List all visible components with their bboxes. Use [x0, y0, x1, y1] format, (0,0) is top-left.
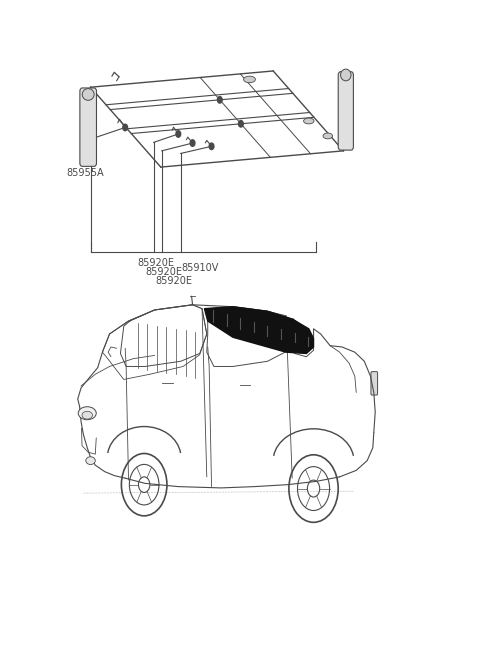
Circle shape	[176, 131, 180, 137]
Ellipse shape	[341, 69, 351, 81]
Ellipse shape	[78, 407, 96, 420]
FancyBboxPatch shape	[80, 88, 96, 166]
Polygon shape	[204, 307, 313, 354]
Circle shape	[123, 124, 128, 131]
Ellipse shape	[86, 457, 96, 464]
Circle shape	[239, 121, 243, 127]
Circle shape	[190, 140, 195, 146]
Circle shape	[217, 96, 222, 103]
Ellipse shape	[82, 88, 94, 100]
FancyBboxPatch shape	[338, 71, 353, 150]
Text: 85910V: 85910V	[181, 263, 218, 273]
Ellipse shape	[323, 133, 333, 139]
Text: 85920E: 85920E	[145, 267, 182, 277]
Text: 85955A: 85955A	[67, 168, 105, 178]
Circle shape	[209, 143, 214, 149]
Text: 85920E: 85920E	[156, 276, 192, 286]
FancyBboxPatch shape	[371, 371, 378, 395]
Ellipse shape	[243, 76, 255, 83]
Ellipse shape	[303, 118, 314, 124]
Text: 85920E: 85920E	[137, 258, 175, 268]
Ellipse shape	[82, 411, 93, 419]
